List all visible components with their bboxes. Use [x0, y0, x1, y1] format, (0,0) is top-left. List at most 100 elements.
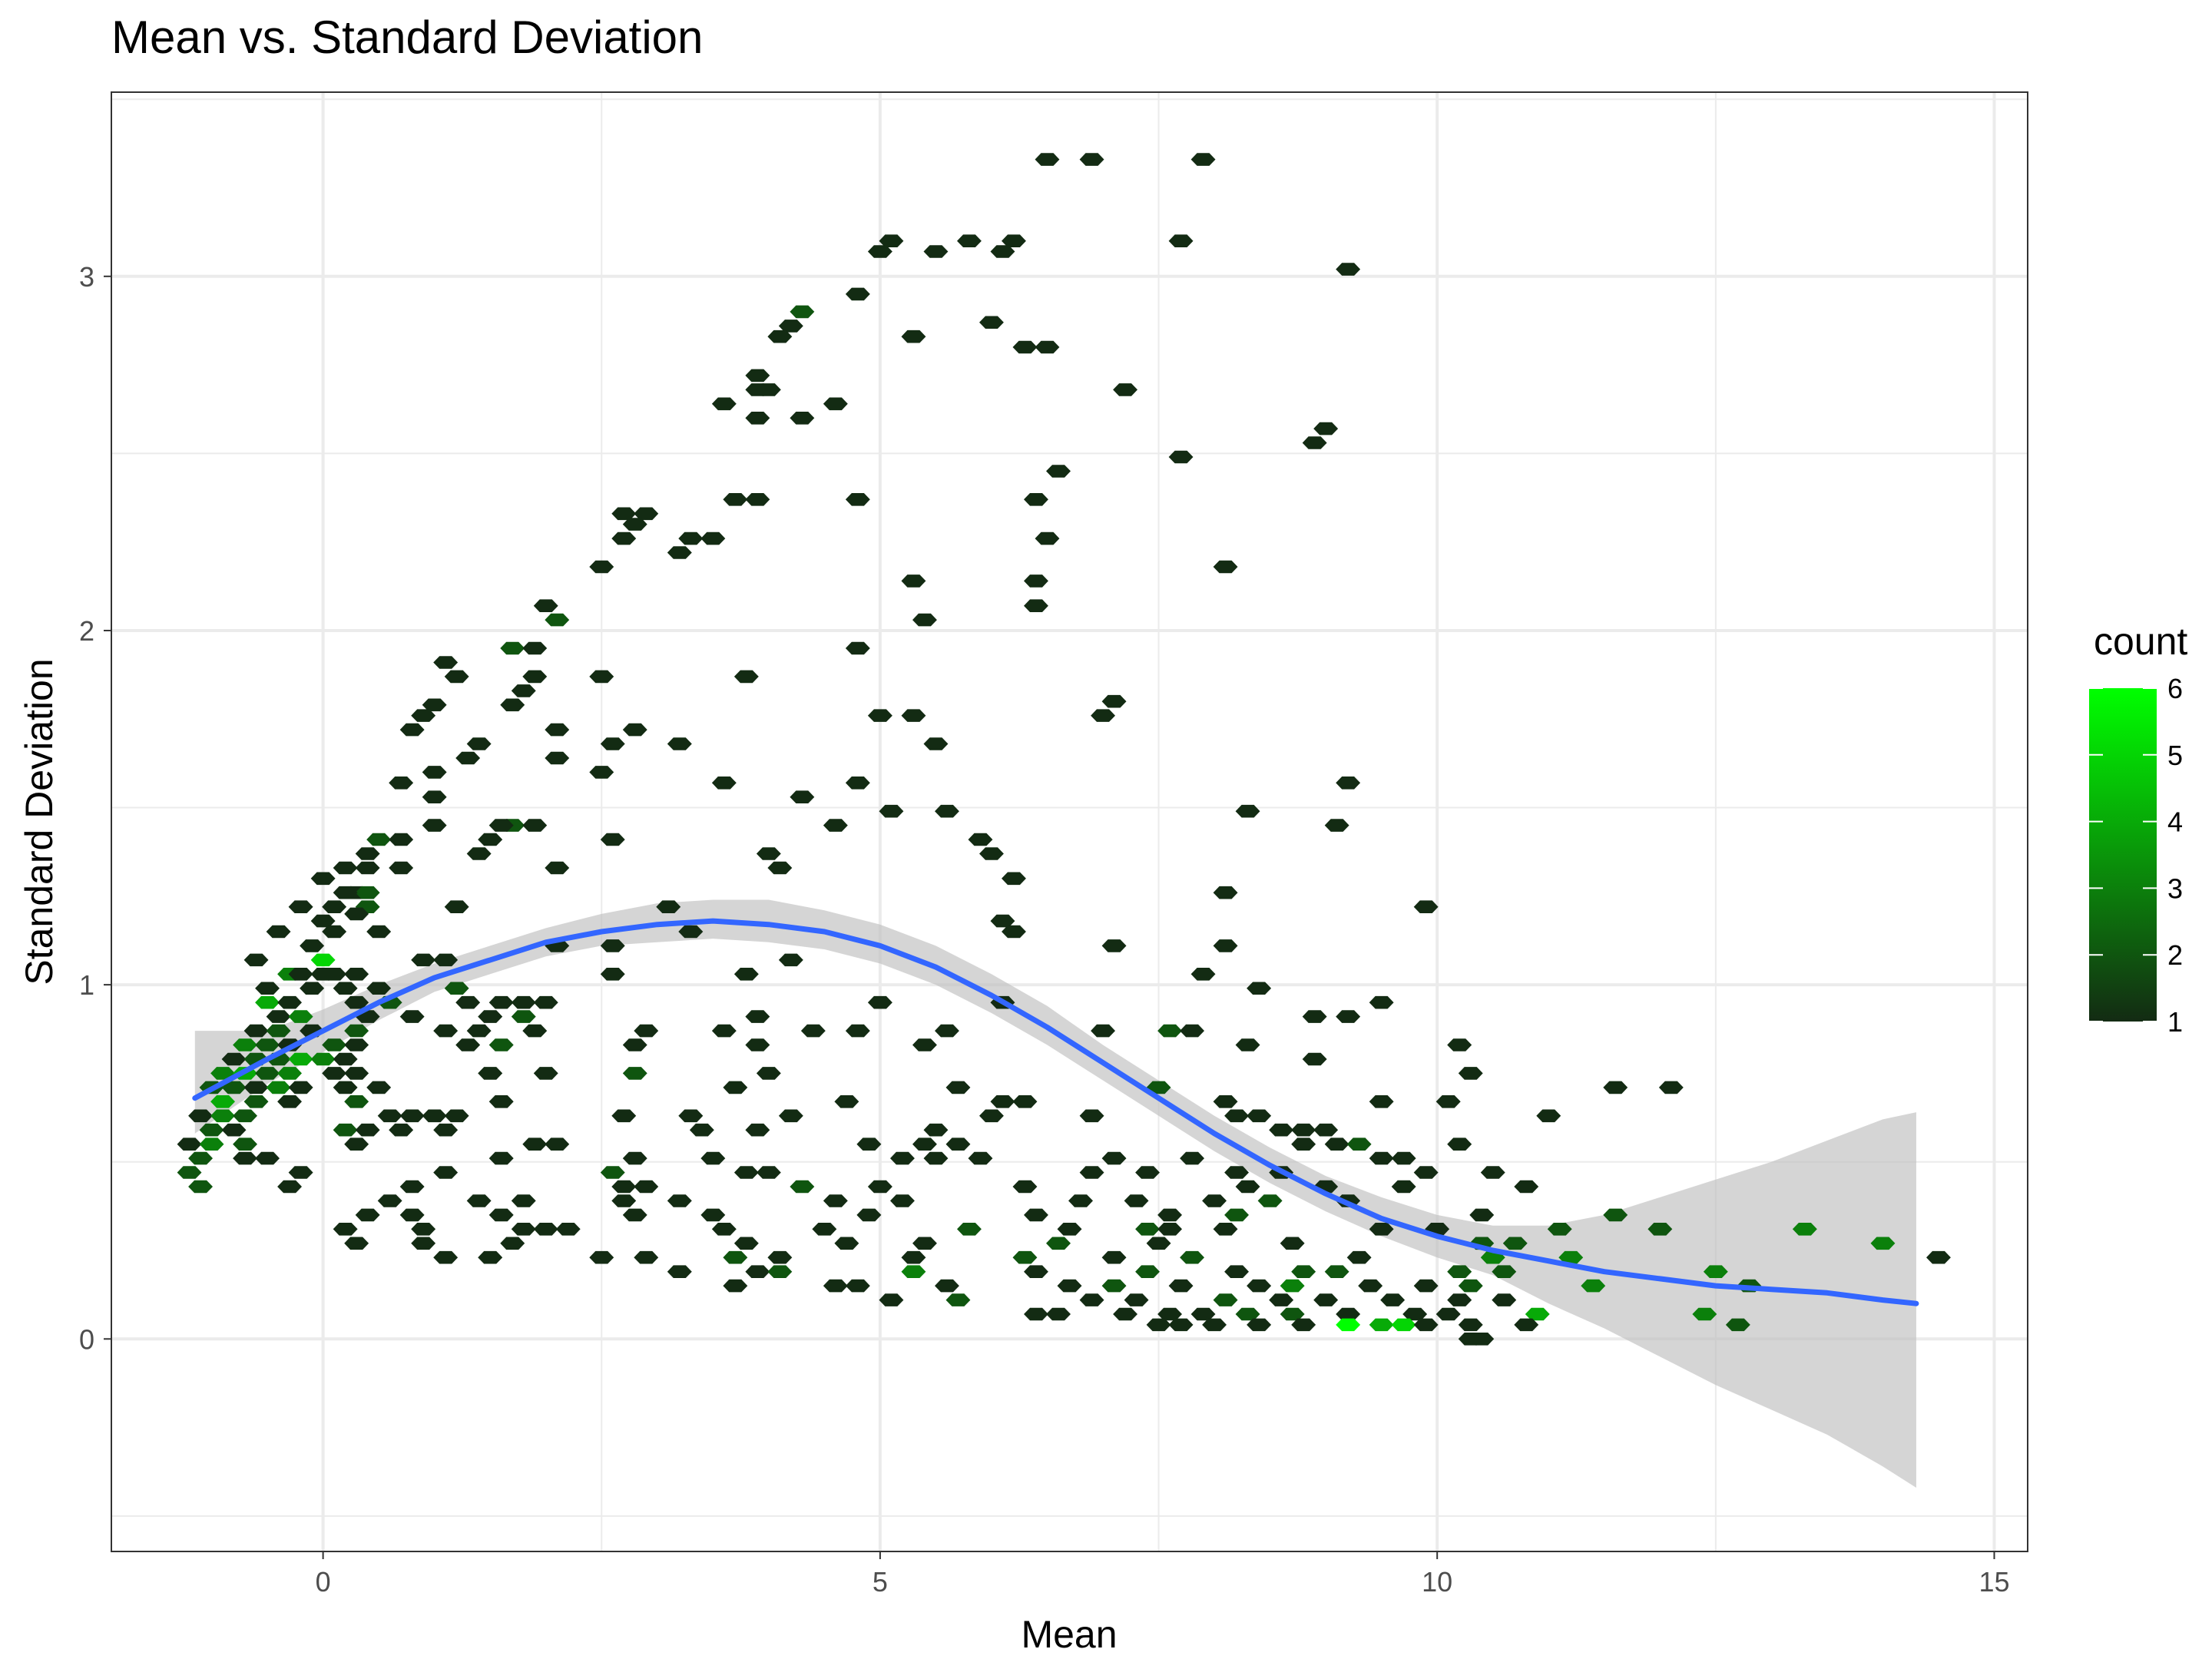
hex-bin [611, 1109, 637, 1123]
hex-bin [545, 1137, 570, 1151]
hex-bin [1435, 1095, 1461, 1108]
hex-bin [344, 968, 369, 981]
hex-bin [1101, 694, 1127, 708]
hex-bin [1180, 1151, 1204, 1165]
hex-bin [1603, 1081, 1628, 1094]
hex-bin [600, 1166, 625, 1179]
hex-bin [433, 1250, 459, 1264]
hex-bin [366, 1081, 392, 1094]
hex-bin [1035, 153, 1060, 166]
hex-bin [288, 1052, 313, 1066]
hex-bin [1581, 1279, 1606, 1293]
hex-bin [923, 1151, 949, 1165]
hex-bin [1458, 1318, 1483, 1332]
hex-bin [1113, 383, 1137, 396]
hex-bin [399, 723, 425, 737]
hex-bin [1235, 1038, 1260, 1051]
hex-bin [1435, 1307, 1461, 1321]
hex-bin [622, 1038, 647, 1051]
hex-bin [199, 1123, 224, 1137]
hex-bin [511, 995, 536, 1009]
hex-bin [177, 1166, 202, 1179]
hex-bin [1603, 1208, 1628, 1222]
hex-bin [867, 709, 892, 722]
hex-bin [1447, 1038, 1472, 1051]
hex-bin [422, 1109, 447, 1123]
hex-bin [622, 1067, 647, 1080]
hex-bin [790, 412, 815, 425]
hex-bin [700, 531, 726, 545]
hex-bin [500, 1237, 525, 1250]
hex-bin [1558, 1250, 1584, 1264]
hex-bin [399, 1109, 425, 1123]
hex-bin [1068, 1194, 1093, 1207]
hex-bin [233, 1109, 257, 1123]
hex-bin [1012, 1250, 1038, 1264]
hex-bin [723, 493, 748, 506]
hex-bin [478, 1010, 503, 1023]
hex-bin [600, 968, 625, 981]
hex-bin [700, 1208, 726, 1222]
hex-bin [1336, 777, 1361, 790]
hex-bin [1235, 804, 1260, 818]
hex-bin [545, 613, 570, 627]
hex-bin [1157, 1208, 1182, 1222]
hex-bin [533, 599, 558, 612]
hex-bin [823, 1194, 848, 1207]
hex-bin [277, 995, 302, 1009]
hex-bin [422, 698, 447, 712]
hex-bin [1079, 1109, 1104, 1123]
hex-bin [1492, 1293, 1517, 1306]
hex-bin [733, 670, 759, 684]
hex-bin [355, 847, 380, 860]
hex-bin [389, 777, 414, 790]
hex-bin [322, 900, 347, 913]
hex-bin [1369, 1318, 1394, 1332]
hex-bin [723, 1081, 748, 1094]
hex-bin [243, 1081, 269, 1094]
hex-bin [511, 684, 536, 697]
hex-bin [1280, 1307, 1305, 1321]
hex-bin [255, 1151, 280, 1165]
hex-bin [522, 670, 548, 684]
hex-bin [634, 1250, 659, 1264]
hex-bin [823, 397, 848, 411]
hex-bin [366, 982, 392, 995]
hex-bin [856, 1208, 882, 1222]
hex-bin [1213, 939, 1238, 952]
hex-bin [1380, 1293, 1406, 1306]
hex-bin [756, 1166, 781, 1179]
hex-bin [221, 1081, 247, 1094]
hex-bin [1547, 1223, 1572, 1236]
hex-bin [1012, 340, 1038, 354]
hex-bin [433, 656, 459, 669]
hex-bin [901, 1250, 926, 1264]
hex-bin [1658, 1081, 1684, 1094]
hex-bin [466, 847, 492, 860]
hex-bin [890, 1151, 915, 1165]
hex-bin [622, 1208, 647, 1222]
hex-bin [1079, 153, 1104, 166]
hex-bin [589, 766, 614, 779]
hex-bin [1269, 1293, 1294, 1306]
hex-bin [1346, 1250, 1372, 1264]
hex-bin [545, 751, 570, 765]
hex-bin [522, 641, 548, 655]
hex-bin [1336, 1010, 1361, 1023]
hex-bin [399, 1208, 425, 1222]
hex-bin [622, 723, 647, 737]
hex-bin [1146, 1318, 1171, 1332]
hex-bin [711, 397, 737, 411]
legend-tick-label: 1 [2167, 1006, 2183, 1038]
hex-bin [288, 1081, 313, 1094]
hex-bin [466, 1024, 492, 1038]
hex-bin [1302, 1052, 1327, 1066]
hex-bin [277, 1067, 302, 1080]
hex-bin [243, 1024, 269, 1038]
hex-bin [723, 1250, 748, 1264]
x-axis-label: Mean [1021, 1613, 1117, 1656]
hex-bin [255, 1067, 280, 1080]
hex-bin [277, 1095, 302, 1108]
hex-bin [678, 925, 704, 939]
